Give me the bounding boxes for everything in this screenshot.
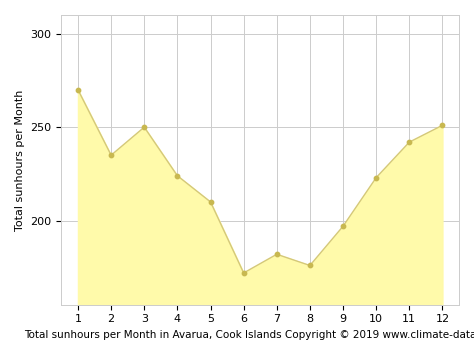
X-axis label: Total sunhours per Month in Avarua, Cook Islands Copyright © 2019 www.climate-da: Total sunhours per Month in Avarua, Cook… [24,330,474,340]
Point [273,251,281,257]
Y-axis label: Total sunhours per Month: Total sunhours per Month [15,89,25,230]
Point [373,175,380,180]
Point [107,152,115,158]
Point [173,173,181,179]
Point [240,270,247,276]
Point [438,122,446,128]
Point [207,199,214,205]
Point [406,139,413,145]
Point [339,223,347,229]
Point [74,87,82,93]
Point [306,263,314,268]
Point [140,124,148,130]
